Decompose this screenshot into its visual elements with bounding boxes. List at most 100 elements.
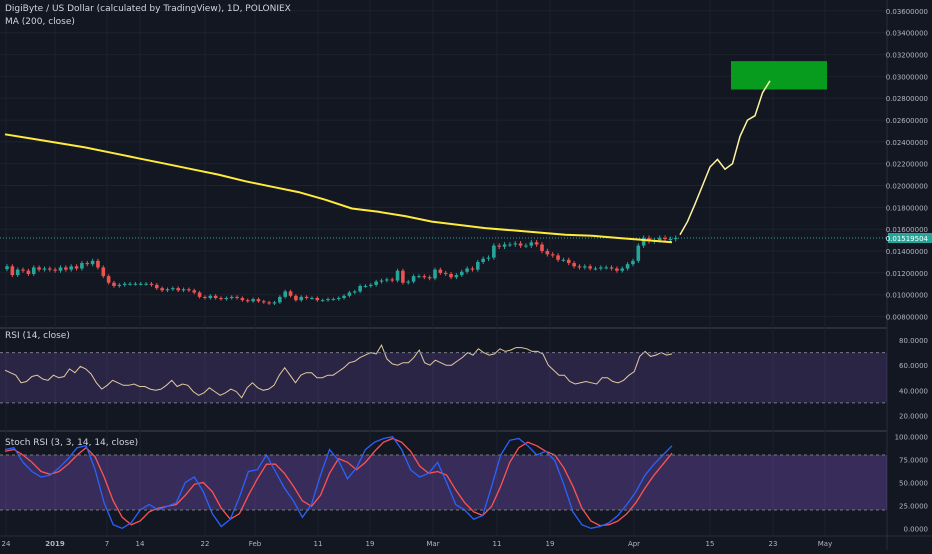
price-tick-label: 0.02800000 xyxy=(886,95,928,103)
candle-body xyxy=(588,266,592,269)
candle-body xyxy=(165,289,170,291)
candle-body xyxy=(572,263,576,267)
rsi-line xyxy=(4,343,673,399)
candle-body xyxy=(347,292,352,296)
candle-body xyxy=(433,269,437,279)
candle-body xyxy=(26,270,31,274)
time-axis[interactable]: 24 2019 7 14 22 Feb 11 19 Mar 11 19 Apr 15 23 May xyxy=(2,540,833,548)
candle-body xyxy=(620,268,625,271)
candle-body xyxy=(122,283,127,285)
price-tick-label: 0.03200000 xyxy=(886,52,928,60)
candle-body xyxy=(668,239,673,241)
candle-body xyxy=(443,272,448,274)
candle-body xyxy=(657,237,662,241)
candle-body xyxy=(390,279,394,281)
candle-body xyxy=(331,299,336,301)
price-tick-label: 0.03600000 xyxy=(886,8,928,16)
candle-body xyxy=(438,269,443,273)
stoch-k-line xyxy=(4,435,673,530)
candle-body xyxy=(256,299,261,302)
rsi-tick-label: 20.0000 xyxy=(899,412,928,420)
candle-body xyxy=(106,276,111,283)
time-tick-label: May xyxy=(818,540,832,548)
candle-body xyxy=(208,295,213,298)
candle-body xyxy=(492,245,496,258)
candle-body xyxy=(379,280,384,282)
candle-body xyxy=(48,268,52,270)
time-tick-label: 14 xyxy=(136,540,145,548)
candle-body xyxy=(550,254,555,256)
candle-body xyxy=(224,297,229,300)
candle-body xyxy=(283,291,287,297)
candle-body xyxy=(138,283,143,285)
time-tick-label: 11 xyxy=(493,540,502,548)
candle-body xyxy=(320,300,325,302)
ma-line xyxy=(4,133,673,244)
candle-body xyxy=(481,258,485,262)
candle-body xyxy=(42,268,47,270)
candle-body xyxy=(128,283,132,285)
last-price-tag xyxy=(888,233,932,244)
candle-body xyxy=(219,297,223,300)
candle-body xyxy=(363,285,368,287)
candle-body xyxy=(411,276,416,282)
candle-body xyxy=(155,284,159,289)
candle-body xyxy=(315,297,320,301)
candle-body xyxy=(310,297,314,299)
candle-body xyxy=(358,285,362,292)
candle-body xyxy=(342,295,346,298)
candle-body xyxy=(85,263,90,265)
candle-body xyxy=(21,269,25,271)
time-tick-label: Apr xyxy=(628,540,640,548)
candle-body xyxy=(427,277,432,279)
candle-body xyxy=(615,268,619,271)
stoch-band xyxy=(0,455,887,510)
candle-body xyxy=(278,296,282,303)
candle-body xyxy=(15,269,20,276)
time-tick-label: 19 xyxy=(546,540,555,548)
candle-body xyxy=(5,266,9,270)
candle-body xyxy=(171,288,175,290)
candle-body xyxy=(229,296,234,298)
stoch-d-line xyxy=(4,437,673,527)
candle-body xyxy=(465,268,469,272)
candle-body xyxy=(663,237,667,240)
candle-body xyxy=(64,267,68,270)
rsi-legend: RSI (14, close) xyxy=(5,331,70,341)
candle-body xyxy=(31,267,36,274)
candle-body xyxy=(524,245,528,247)
candle-body xyxy=(288,291,293,296)
candle-body xyxy=(486,257,491,259)
candle-body xyxy=(599,267,603,269)
candle-body xyxy=(406,281,411,283)
candle-body xyxy=(336,297,341,300)
candle-body xyxy=(502,244,507,247)
stoch-legend: Stoch RSI (3, 3, 14, 14, close) xyxy=(5,438,139,448)
time-tick-label: 23 xyxy=(769,540,778,548)
candle-body xyxy=(96,260,100,268)
time-tick-label: 7 xyxy=(105,540,109,548)
candle-body xyxy=(540,244,544,252)
candle-body xyxy=(245,300,250,302)
candle-body xyxy=(133,283,138,285)
time-tick-label: 2019 xyxy=(45,540,65,548)
candle-body xyxy=(609,267,614,269)
time-tick-label: 11 xyxy=(314,540,323,548)
time-tick-label: 22 xyxy=(201,540,210,548)
candle-body xyxy=(545,251,550,255)
target-zone xyxy=(731,61,827,90)
candle-body xyxy=(529,242,534,246)
price-tick-label: 0.02400000 xyxy=(886,139,928,147)
time-tick-label: 24 xyxy=(2,540,11,548)
candle-body xyxy=(534,242,539,245)
price-pane xyxy=(0,61,887,305)
ma-legend: MA (200, close) xyxy=(5,17,75,27)
candle-body xyxy=(101,267,106,277)
price-tick-label: 0.03000000 xyxy=(886,73,928,81)
price-tick-label: 0.00800000 xyxy=(886,314,928,322)
candle-body xyxy=(673,237,678,240)
candle-body xyxy=(454,275,459,278)
candle-body xyxy=(556,255,560,260)
price-axis[interactable]: 0.03600000 0.03400000 0.03200000 0.03000000… xyxy=(886,8,932,533)
